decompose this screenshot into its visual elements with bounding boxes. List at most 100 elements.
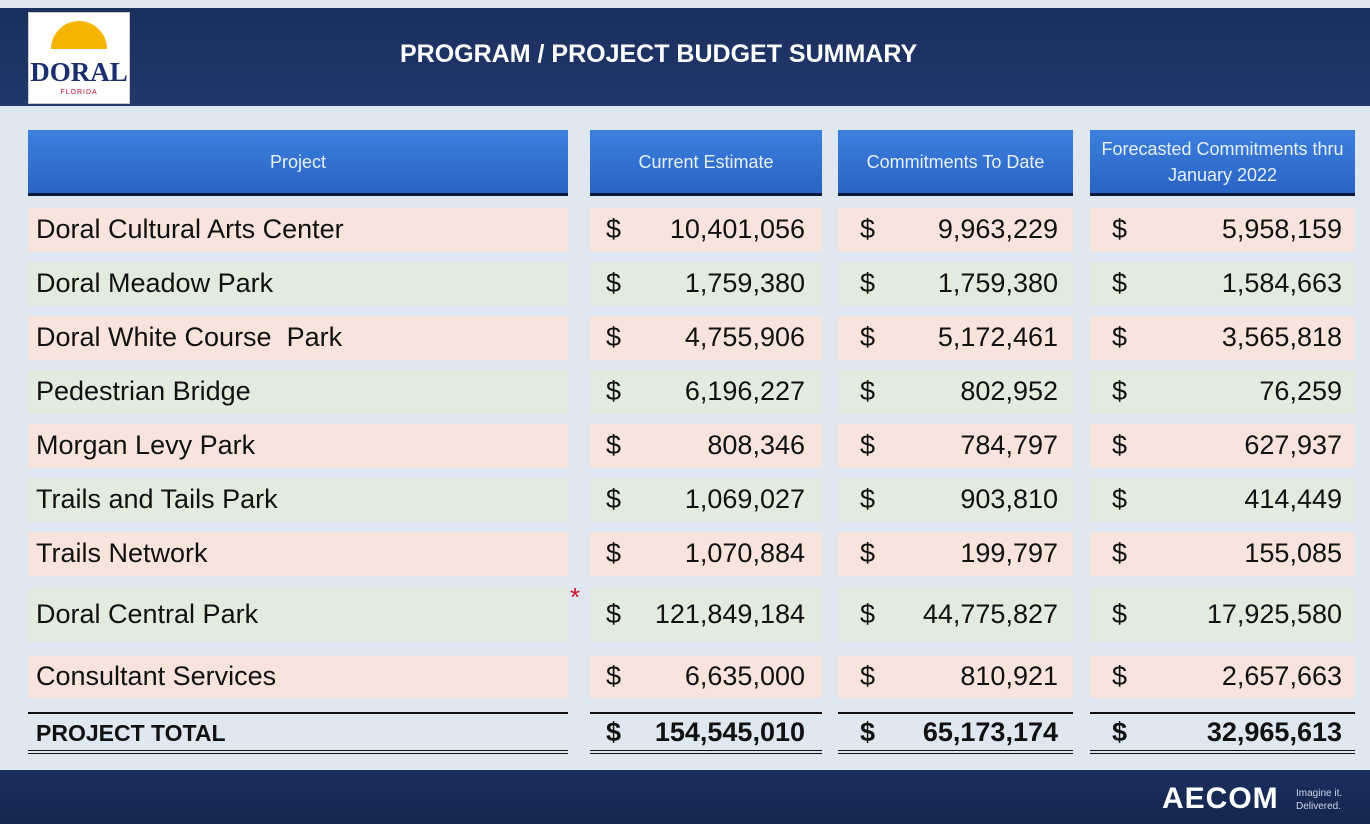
column-header: Forecasted Commitments thru January 2022 (1090, 130, 1355, 196)
logo: DORAL FLORIDA (28, 12, 130, 104)
row-cell (1090, 208, 1355, 252)
amount: 1,070,884 (684, 538, 805, 568)
currency-symbol: $ (1112, 538, 1128, 568)
currency-symbol: $ (606, 538, 622, 568)
total-cell (590, 712, 822, 754)
amount: 3,565,818 (1221, 322, 1342, 352)
tagline: Imagine it. (1296, 788, 1343, 799)
amount: 5,958,159 (1221, 214, 1342, 244)
currency-symbol: $ (860, 538, 876, 568)
row-cell (590, 532, 822, 576)
total-cell (28, 712, 568, 754)
row-cell (1090, 478, 1355, 522)
project-name: Doral White Course Park (36, 322, 343, 352)
amount: 1,069,027 (684, 484, 805, 514)
currency-symbol: $ (1112, 214, 1128, 244)
row-cell (838, 656, 1073, 698)
column-header: Current Estimate (590, 130, 822, 196)
project-name: Doral Meadow Park (36, 268, 274, 298)
currency-symbol: $ (1112, 322, 1128, 352)
amount: 808,346 (707, 430, 805, 460)
amount: 2,657,663 (1221, 661, 1342, 691)
row-cell (28, 316, 568, 360)
amount: 9,963,229 (937, 214, 1058, 244)
amount: 903,810 (960, 484, 1058, 514)
currency-symbol: $ (860, 214, 876, 244)
project-name: Doral Central Park (36, 599, 259, 629)
row-cell (1090, 370, 1355, 414)
amount: 76,259 (1259, 376, 1342, 406)
row-cell (1090, 262, 1355, 306)
amount: 1,584,663 (1221, 268, 1342, 298)
row-cell (838, 316, 1073, 360)
project-name: Consultant Services (36, 661, 277, 691)
currency-symbol: $ (1112, 661, 1128, 691)
footnote-marker: * (570, 582, 581, 612)
amount: 121,849,184 (654, 599, 805, 629)
currency-symbol: $ (606, 376, 622, 406)
project-name: Trails and Tails Park (36, 484, 278, 514)
project-name: Trails Network (36, 538, 208, 568)
amount: 1,759,380 (684, 268, 805, 298)
currency-symbol: $ (1112, 717, 1128, 747)
amount: 65,173,174 (922, 717, 1058, 747)
header-band (0, 8, 1370, 106)
row-cell (838, 532, 1073, 576)
currency-symbol: $ (1112, 599, 1128, 629)
row-cell (838, 424, 1073, 468)
amount: 155,085 (1244, 538, 1342, 568)
column-header: Project (28, 130, 568, 196)
row-cell (838, 478, 1073, 522)
currency-symbol: $ (860, 661, 876, 691)
amount: 810,921 (960, 661, 1058, 691)
currency-symbol: $ (606, 717, 622, 747)
row-cell (590, 316, 822, 360)
amount: 802,952 (960, 376, 1058, 406)
total-cell (838, 712, 1073, 754)
amount: 6,635,000 (684, 661, 805, 691)
total-cell (1090, 712, 1355, 754)
currency-symbol: $ (860, 430, 876, 460)
currency-symbol: $ (860, 717, 876, 747)
logo-subtext: FLORIDA (60, 89, 98, 96)
amount: 627,937 (1244, 430, 1342, 460)
currency-symbol: $ (860, 268, 876, 298)
row-cell (590, 656, 822, 698)
logo-text: DORAL (30, 57, 128, 87)
row-cell (28, 588, 568, 642)
currency-symbol: $ (606, 430, 622, 460)
currency-symbol: $ (606, 214, 622, 244)
row-cell (28, 532, 568, 576)
amount: 44,775,827 (922, 599, 1058, 629)
row-cell (1090, 532, 1355, 576)
row-cell (590, 208, 822, 252)
amount: 784,797 (960, 430, 1058, 460)
currency-symbol: $ (606, 661, 622, 691)
project-name: Pedestrian Bridge (36, 376, 251, 406)
row-cell (28, 656, 568, 698)
row-cell (838, 588, 1073, 642)
currency-symbol: $ (1112, 484, 1128, 514)
tagline: Delivered. (1296, 801, 1342, 812)
column-header: Commitments To Date (838, 130, 1073, 196)
row-cell (28, 208, 568, 252)
amount: 154,545,010 (654, 717, 805, 747)
amount: 10,401,056 (669, 214, 805, 244)
amount: 1,759,380 (937, 268, 1058, 298)
currency-symbol: $ (860, 376, 876, 406)
row-cell (28, 424, 568, 468)
total-label: PROJECT TOTAL (36, 720, 226, 746)
row-cell (838, 370, 1073, 414)
currency-symbol: $ (860, 484, 876, 514)
currency-symbol: $ (606, 322, 622, 352)
row-cell (590, 370, 822, 414)
amount: 17,925,580 (1206, 599, 1342, 629)
title: PROGRAM / PROJECT BUDGET SUMMARY (400, 40, 918, 68)
currency-symbol: $ (1112, 268, 1128, 298)
row-cell (28, 478, 568, 522)
currency-symbol: $ (860, 322, 876, 352)
currency-symbol: $ (606, 484, 622, 514)
project-name: Morgan Levy Park (36, 430, 256, 460)
amount: 414,449 (1244, 484, 1342, 514)
